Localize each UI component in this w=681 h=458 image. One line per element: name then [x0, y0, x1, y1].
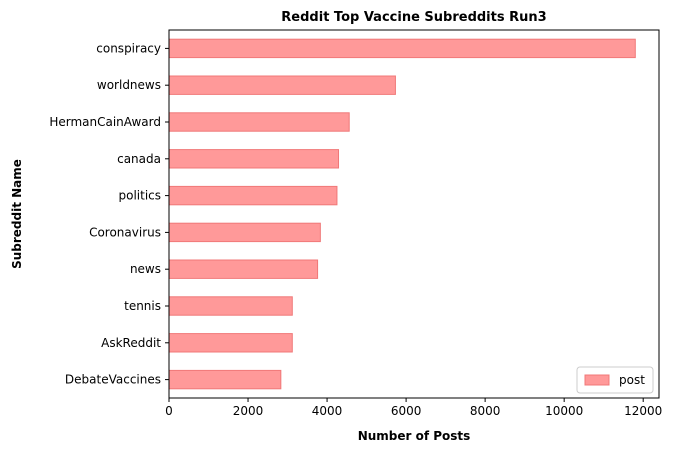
y-tick-label: DebateVaccines	[65, 373, 161, 387]
bars-group	[168, 38, 636, 390]
bar-AskReddit	[168, 333, 293, 353]
bar-canada	[168, 149, 340, 169]
bar-worldnews	[168, 75, 396, 95]
x-tick-label: 6000	[391, 404, 422, 418]
legend-label: post	[619, 373, 645, 387]
legend-frame	[576, 366, 654, 394]
y-tick-label: politics	[118, 189, 161, 203]
y-tick-label: tennis	[124, 299, 161, 313]
x-tick-label: 12000	[624, 404, 662, 418]
y-axis-label: Subreddit Name	[10, 159, 24, 269]
x-axis-ticks: 0 2000 4000 6000 8000 10000 12000	[165, 398, 662, 418]
y-tick-label: conspiracy	[96, 41, 161, 55]
bar-DebateVaccines	[168, 369, 282, 390]
x-tick-label: 2000	[233, 404, 264, 418]
y-axis-ticks: conspiracy worldnews HermanCainAward canada…	[49, 41, 169, 387]
x-tick-label: 8000	[470, 404, 501, 418]
x-axis-label: Number of Posts	[358, 429, 471, 443]
bar-news	[168, 259, 319, 279]
bar-Coronavirus	[168, 222, 321, 243]
bar-tennis	[168, 296, 293, 316]
bar-conspiracy	[168, 38, 636, 59]
x-tick-label: 10000	[545, 404, 583, 418]
chart-title: Reddit Top Vaccine Subreddits Run3	[281, 10, 546, 25]
legend: post	[576, 366, 654, 394]
bar-HermanCainAward	[168, 112, 350, 132]
y-tick-label: worldnews	[97, 78, 161, 92]
x-tick-label: 4000	[312, 404, 343, 418]
y-tick-label: Coronavirus	[89, 225, 161, 239]
bar-politics	[168, 185, 338, 206]
plot-frame	[168, 29, 660, 399]
y-tick-label: news	[130, 262, 161, 276]
y-tick-label: canada	[117, 152, 161, 166]
y-tick-label: HermanCainAward	[49, 115, 161, 129]
legend-swatch	[584, 374, 610, 386]
y-tick-label: AskReddit	[101, 336, 161, 350]
x-tick-label: 0	[165, 404, 173, 418]
